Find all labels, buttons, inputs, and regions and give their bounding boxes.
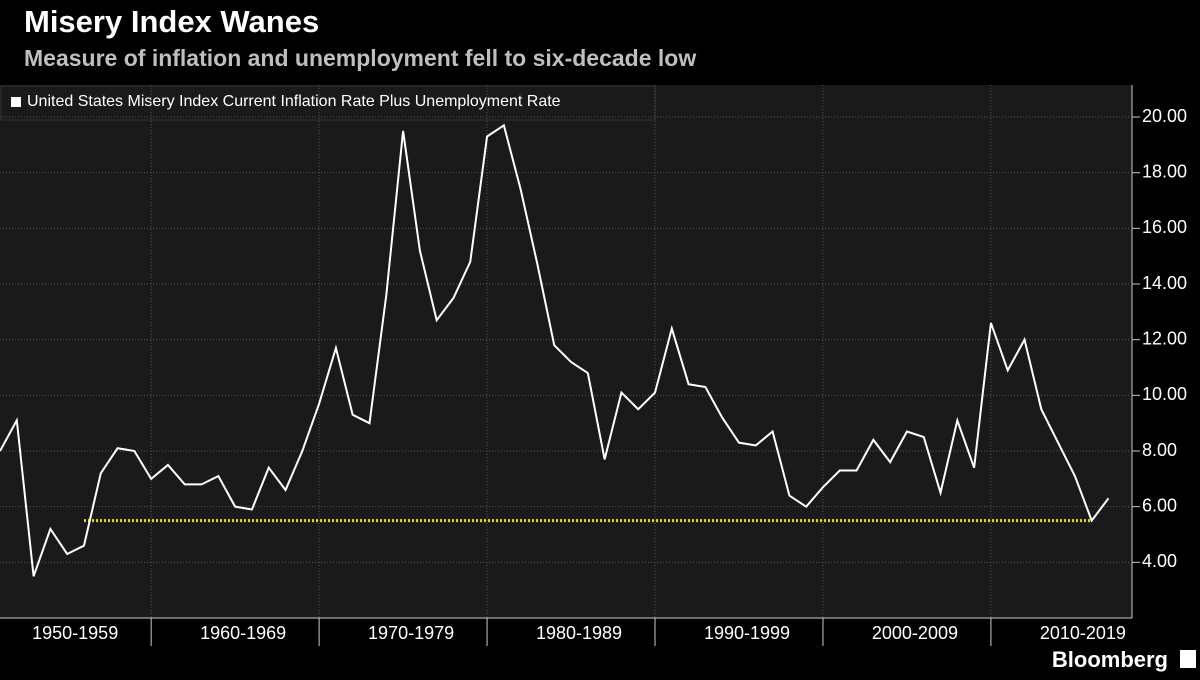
x-tick-label: 2010-2019 bbox=[1040, 623, 1126, 643]
legend-swatch bbox=[11, 97, 21, 107]
y-tick-label: 16.00 bbox=[1142, 217, 1187, 237]
source: Bloomberg bbox=[1052, 647, 1168, 672]
y-tick-label: 6.00 bbox=[1142, 495, 1177, 515]
y-tick-label: 14.00 bbox=[1142, 273, 1187, 293]
x-tick-label: 1980-1989 bbox=[536, 623, 622, 643]
series-line bbox=[0, 123, 1110, 577]
chart-title: Misery Index Wanes bbox=[24, 4, 319, 39]
y-tick-label: 8.00 bbox=[1142, 440, 1177, 460]
legend bbox=[0, 85, 656, 121]
chart-subtitle: Measure of inflation and unemployment fe… bbox=[24, 45, 696, 71]
y-tick-label: 4.00 bbox=[1142, 551, 1177, 571]
x-tick-label: 1950-1959 bbox=[32, 623, 118, 643]
y-tick-label: 20.00 bbox=[1142, 106, 1187, 126]
x-tick-label: 1970-1979 bbox=[368, 623, 454, 643]
legend-label: United States Misery Index Current Infla… bbox=[27, 93, 561, 110]
y-tick-label: 18.00 bbox=[1142, 161, 1187, 181]
y-tick-label: 10.00 bbox=[1142, 384, 1187, 404]
plot-area bbox=[0, 85, 1132, 618]
x-tick-label: 1990-1999 bbox=[704, 623, 790, 643]
logo-icon bbox=[1180, 650, 1196, 668]
x-tick-label: 1960-1969 bbox=[200, 623, 286, 643]
x-tick-label: 2000-2009 bbox=[872, 623, 958, 643]
y-tick-label: 12.00 bbox=[1142, 328, 1187, 348]
